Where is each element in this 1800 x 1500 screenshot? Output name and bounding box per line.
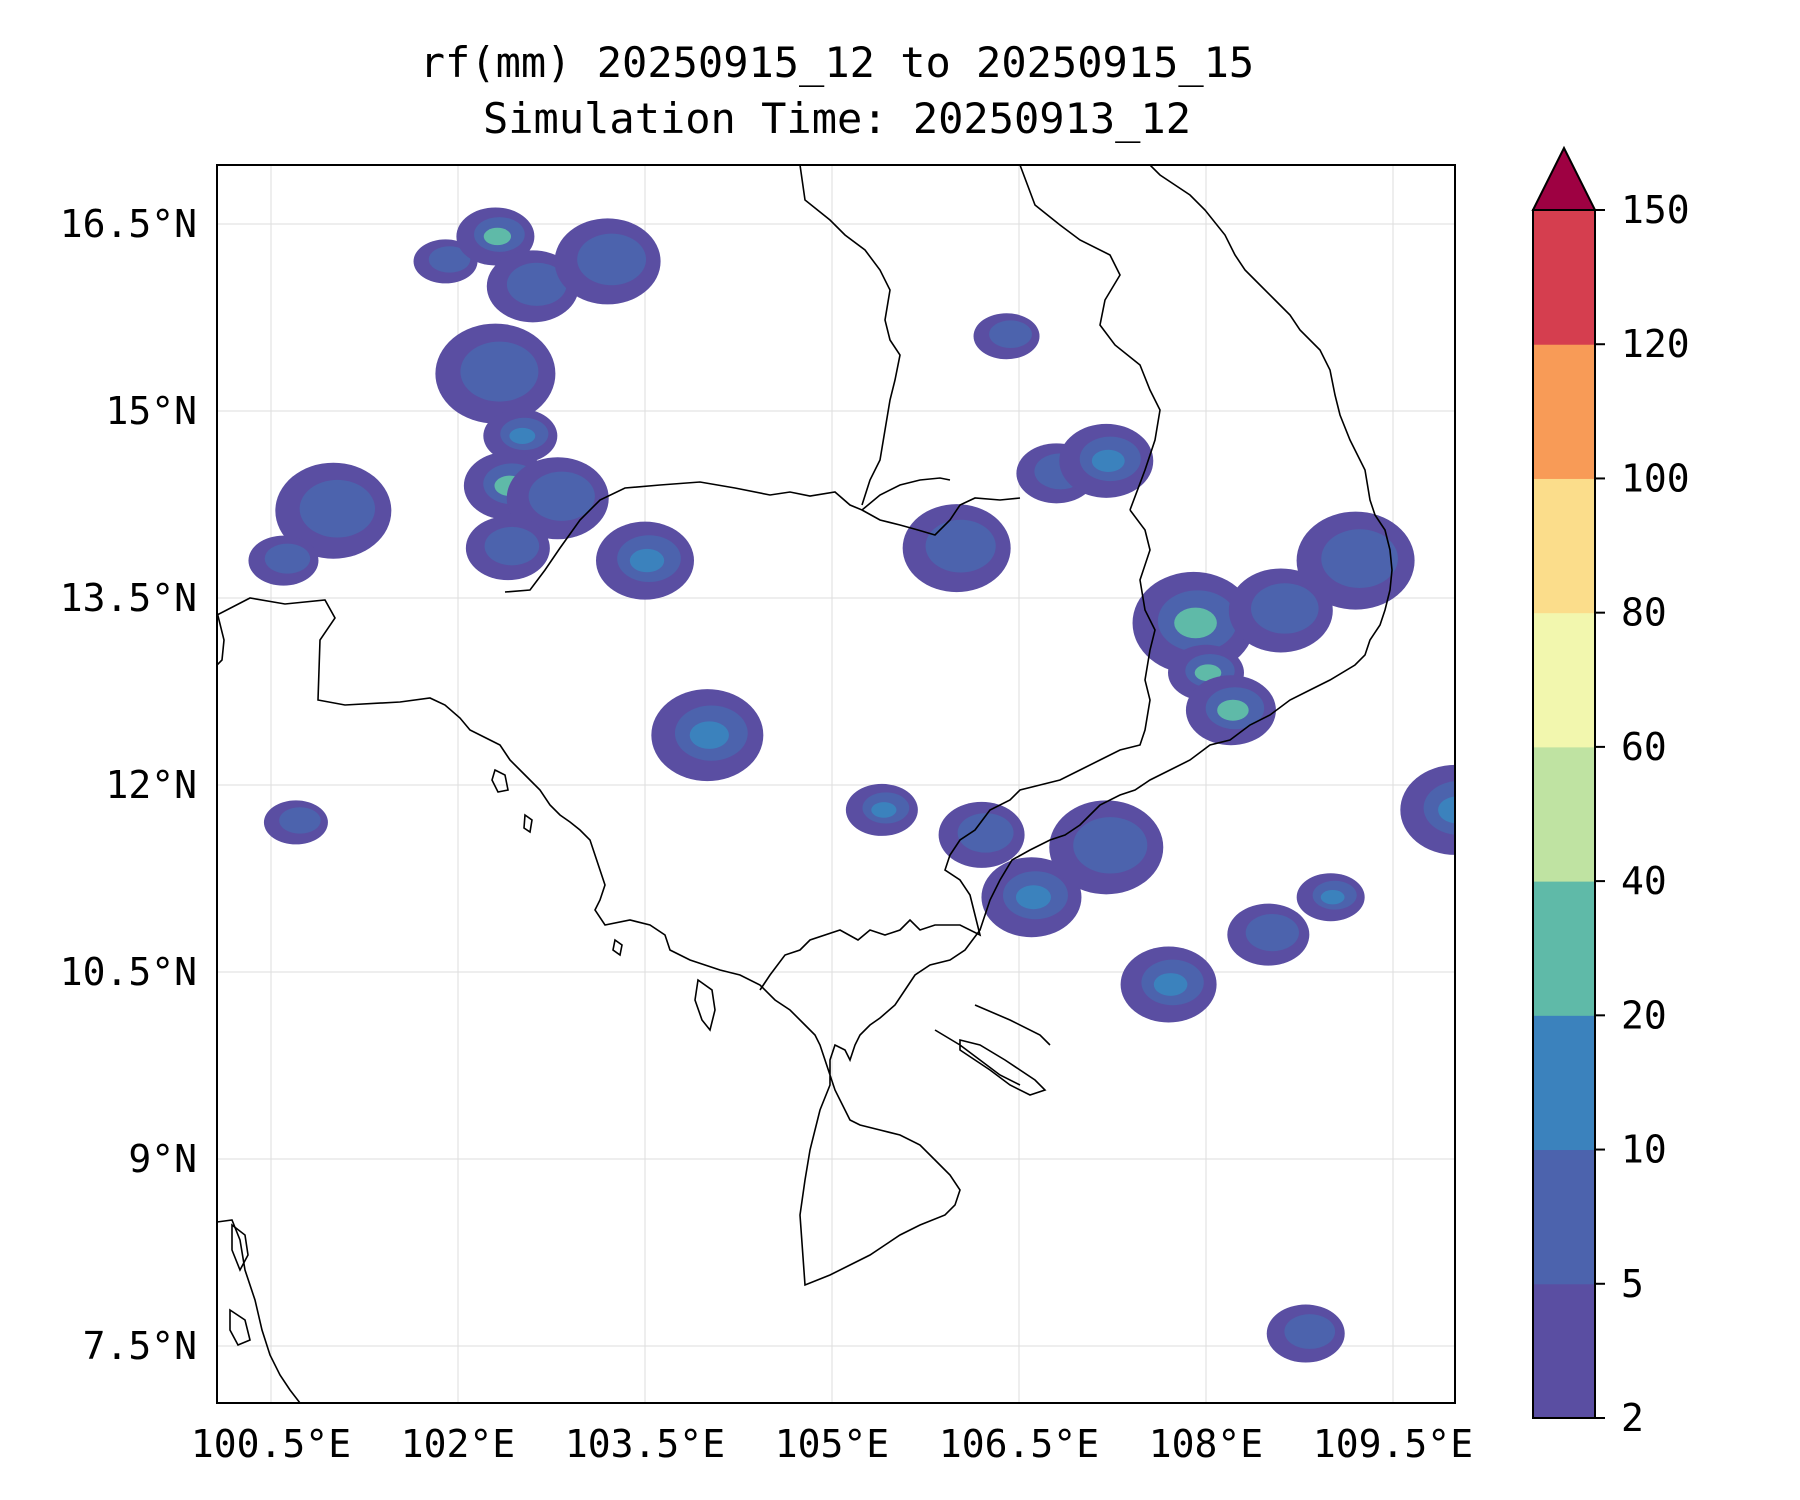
lon-tick-label: 108°E bbox=[1149, 1422, 1263, 1466]
rain-cell-core bbox=[279, 807, 321, 834]
rain-cell-core bbox=[1423, 781, 1455, 835]
colorbar-tick-label: 5 bbox=[1621, 1262, 1644, 1306]
rainfall-layer bbox=[248, 207, 1455, 1363]
colorbar-tick-label: 2 bbox=[1621, 1396, 1644, 1440]
coastline-mekong-delta-islands bbox=[934, 1004, 1051, 1096]
rain-cell-core bbox=[577, 233, 647, 286]
rain-cell-peak bbox=[483, 227, 512, 246]
map-plot-area bbox=[217, 165, 1455, 1403]
rain-cell-peak bbox=[1153, 973, 1188, 996]
rain-cell-core bbox=[989, 320, 1032, 349]
border-cambodia-vietnam bbox=[759, 509, 1156, 991]
rain-cell-peak bbox=[1217, 699, 1249, 721]
lat-tick-label: 13.5°N bbox=[60, 576, 197, 620]
lon-tick-label: 102°E bbox=[401, 1422, 515, 1466]
longitude-ticks: 100.5°E 102°E 103.5°E 105°E 106.5°E 108°… bbox=[191, 1422, 1473, 1466]
colorbar-tick-label: 60 bbox=[1621, 725, 1667, 769]
map-gridlines bbox=[217, 165, 1455, 1403]
rain-cell-peak bbox=[1438, 796, 1455, 824]
border-cambodia-laos bbox=[861, 497, 1021, 536]
lon-tick-label: 106.5°E bbox=[939, 1422, 1099, 1466]
colorbar-extend-arrow bbox=[1531, 145, 1597, 211]
rain-cell-peak bbox=[1091, 449, 1125, 472]
lon-tick-label: 100.5°E bbox=[191, 1422, 351, 1466]
rain-cell-core bbox=[460, 341, 539, 402]
coastlines-and-borders bbox=[217, 165, 1393, 1403]
latitude-ticks: 16.5°N 15°N 13.5°N 12°N 10.5°N 9°N 7.5°N bbox=[60, 202, 197, 1368]
islands-thai-east-coast bbox=[229, 1223, 251, 1347]
rain-cell-peak bbox=[871, 802, 897, 818]
colorbar-tick-label: 80 bbox=[1621, 591, 1667, 635]
rain-cell-peak bbox=[629, 548, 665, 573]
lon-tick-label: 109.5°E bbox=[1313, 1422, 1473, 1466]
border-laos-thailand bbox=[799, 165, 901, 506]
rain-cell-peak bbox=[1194, 664, 1222, 682]
lon-tick-label: 105°E bbox=[775, 1422, 889, 1466]
rain-cell-core bbox=[528, 471, 595, 521]
islands-gulf-small bbox=[491, 768, 623, 957]
lat-tick-label: 15°N bbox=[105, 389, 197, 433]
lat-tick-label: 16.5°N bbox=[60, 202, 197, 246]
colorbar-tick-label: 120 bbox=[1621, 322, 1690, 366]
lat-tick-label: 12°N bbox=[105, 763, 197, 807]
rain-cell-core bbox=[1073, 817, 1148, 874]
rain-cell-core bbox=[957, 813, 1014, 853]
rain-cell-core bbox=[1245, 914, 1299, 952]
rain-cell-core bbox=[299, 479, 376, 538]
colorbar-segment bbox=[1533, 1283, 1595, 1419]
lon-tick-label: 103.5°E bbox=[565, 1422, 725, 1466]
lat-tick-label: 9°N bbox=[128, 1137, 197, 1181]
rain-cell-peak bbox=[509, 427, 536, 445]
rain-cell-peak bbox=[1320, 890, 1345, 905]
colorbar: 2 5 10 20 40 60 80 100 120 150 bbox=[1531, 145, 1690, 1440]
colorbar-tick-label: 150 bbox=[1621, 188, 1690, 232]
lat-tick-label: 10.5°N bbox=[60, 950, 197, 994]
colorbar-frame bbox=[1532, 209, 1596, 1419]
colorbar-segment bbox=[1533, 478, 1595, 614]
coastline-west-edge bbox=[217, 611, 225, 666]
colorbar-segment bbox=[1533, 612, 1595, 748]
map-frame bbox=[216, 164, 1456, 1404]
island-phu-quoc bbox=[694, 978, 716, 1032]
coastline-gulf-of-thailand bbox=[217, 165, 1393, 1287]
rain-cell-core bbox=[1251, 583, 1319, 634]
title-line-2: Simulation Time: 20250913_12 bbox=[483, 94, 1191, 143]
border-thailand-cambodia bbox=[504, 477, 951, 593]
rain-cell-core bbox=[264, 543, 311, 574]
rain-cell-peak bbox=[689, 721, 729, 749]
colorbar-segment bbox=[1533, 1149, 1595, 1285]
rain-cell-peak bbox=[1015, 885, 1051, 910]
rain-cell-core bbox=[925, 519, 996, 573]
colorbar-tick-label: 20 bbox=[1621, 993, 1667, 1037]
colorbar-tick-label: 40 bbox=[1621, 859, 1667, 903]
colorbar-segment bbox=[1533, 344, 1595, 479]
colorbar-segment bbox=[1533, 881, 1595, 1016]
colorbar-segment bbox=[1533, 210, 1595, 345]
border-vietnam-laos bbox=[1019, 165, 1161, 511]
coastline-malay-peninsula bbox=[217, 1219, 301, 1403]
colorbar-segment bbox=[1533, 746, 1595, 882]
colorbar-segment bbox=[1533, 1015, 1595, 1151]
colorbar-tick-label: 100 bbox=[1621, 456, 1690, 500]
lat-tick-label: 7.5°N bbox=[83, 1324, 197, 1368]
rain-cell-core bbox=[506, 262, 567, 306]
title-line-1: rf(mm) 20250915_12 to 20250915_15 bbox=[420, 38, 1254, 87]
rain-cell-core bbox=[428, 246, 471, 273]
rain-cell-core bbox=[1284, 1314, 1336, 1349]
rain-cell-peak bbox=[1174, 607, 1217, 639]
colorbar-tick-label: 10 bbox=[1621, 1128, 1667, 1172]
rain-cell-core bbox=[1321, 529, 1398, 588]
rain-cell-core bbox=[484, 526, 540, 566]
